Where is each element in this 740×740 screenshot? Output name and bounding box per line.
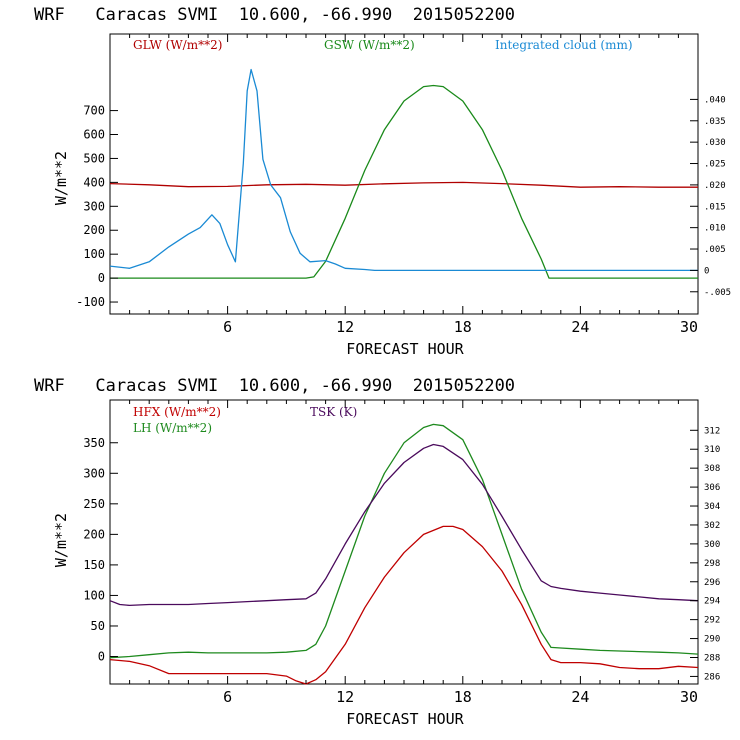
top-y-tick-label: 300 [83,199,105,213]
bottom-y-tick-label: 200 [83,527,105,541]
bottom-y2-tick-label: 308 [704,464,720,474]
top-x-tick-label: 24 [571,318,589,336]
bottom-series-lh-line [109,423,699,659]
top-y-tick-label: 100 [83,247,105,261]
top-x-tick-label: 12 [336,318,354,336]
bottom-y-tick-label: 300 [83,466,105,480]
top-y2-tick-label: .015 [704,202,726,212]
top-y2-tick-label: -.005 [704,288,731,298]
top-series-lines [109,68,698,279]
bottom-y2-tick-label: 302 [704,521,720,531]
top-series-integrated-line [109,68,698,272]
top-y-tick-label: -100 [76,295,105,309]
top-x-axis-label: FORECAST HOUR [346,340,464,358]
bottom-y2-tick-label: 304 [704,502,720,512]
bottom-x-tick-label: 24 [571,688,589,706]
top-y-tick-label: 400 [83,175,105,189]
top-x-tick-label: 18 [454,318,472,336]
bottom-x-tick-label: 18 [454,688,472,706]
bottom-y-tick-label: 250 [83,497,105,511]
top-y-tick-label: 500 [83,151,105,165]
bottom-x-axis-label: FORECAST HOUR [346,710,464,728]
bottom-y-tick-label: 100 [83,588,105,602]
bottom-y-axis-label: W/m**2 [52,513,70,567]
top-y2-tick-label: .035 [704,117,726,127]
top-y-tick-label: 0 [98,271,105,285]
bottom-y2-tick-label: 292 [704,616,720,626]
bottom-y2-tick-label: 288 [704,653,720,663]
top-y2-tick-label: .030 [704,138,726,148]
top-y-tick-label: 700 [83,104,105,118]
top-y2-tick-label: .005 [704,245,726,255]
bottom-y-tick-label: 0 [98,650,105,664]
legend-lh: LH (W/m**2) [133,421,212,435]
top-panel: WRF Caracas SVMI 10.600, -66.990 2015052… [34,5,731,358]
bottom-y2-tick-label: 296 [704,578,720,588]
top-y-tick-label: 600 [83,128,105,142]
bottom-y-tick-label: 150 [83,558,105,572]
bottom-x-tick-label: 30 [680,688,698,706]
top-y-tick-label: 200 [83,223,105,237]
top-y-axis-label: W/m**2 [52,151,70,205]
top-series-gsw-line [110,84,698,279]
bottom-y2-tick-label: 290 [704,635,720,645]
bottom-y2-tick-label: 306 [704,483,720,493]
bottom-y2-tick-label: 310 [704,445,720,455]
bottom-x-tick-label: 12 [336,688,354,706]
bottom-y2-tick-label: 298 [704,559,720,569]
top-series-glw-line [109,181,698,188]
bottom-y2-tick-label: 294 [704,597,720,607]
legend-integrated-cloud: Integrated cloud (mm) [495,38,633,52]
legend-glw: GLW (W/m**2) [133,38,222,52]
bottom-series-hfx-line [109,525,699,685]
top-axis-ticks: 6 12 18 24 30 -100 0 100 200 300 400 500 600 700 -.005… [76,34,731,336]
bottom-y2-tick-label: 300 [704,540,720,550]
bottom-axis-ticks: 6 12 18 24 300501001502002503003502862882902… [83,400,720,706]
legend-hfx: HFX (W/m**2) [133,405,221,419]
bottom-y-tick-label: 350 [83,436,105,450]
bottom-series-tsk-line [109,443,699,607]
top-chart-title: WRF Caracas SVMI 10.600, -66.990 2015052… [34,5,515,25]
top-x-tick-label: 6 [223,318,232,336]
top-y2-tick-label: .040 [704,95,726,105]
top-y2-tick-label: .010 [704,224,726,234]
bottom-chart-title: WRF Caracas SVMI 10.600, -66.990 2015052… [34,376,515,396]
bottom-x-tick-label: 6 [223,688,232,706]
bottom-y-tick-label: 50 [91,619,105,633]
bottom-series-lines [109,423,699,685]
top-y2-tick-label: 0 [704,266,709,276]
legend-tsk: TSK (K) [310,405,357,419]
top-x-tick-label: 30 [680,318,698,336]
bottom-y2-tick-label: 286 [704,672,720,682]
legend-gsw: GSW (W/m**2) [324,38,415,52]
top-y2-tick-label: .025 [704,160,726,170]
top-y2-tick-label: .020 [704,181,726,191]
bottom-panel: WRF Caracas SVMI 10.600, -66.990 2015052… [34,376,720,728]
bottom-y2-tick-label: 312 [704,426,720,436]
